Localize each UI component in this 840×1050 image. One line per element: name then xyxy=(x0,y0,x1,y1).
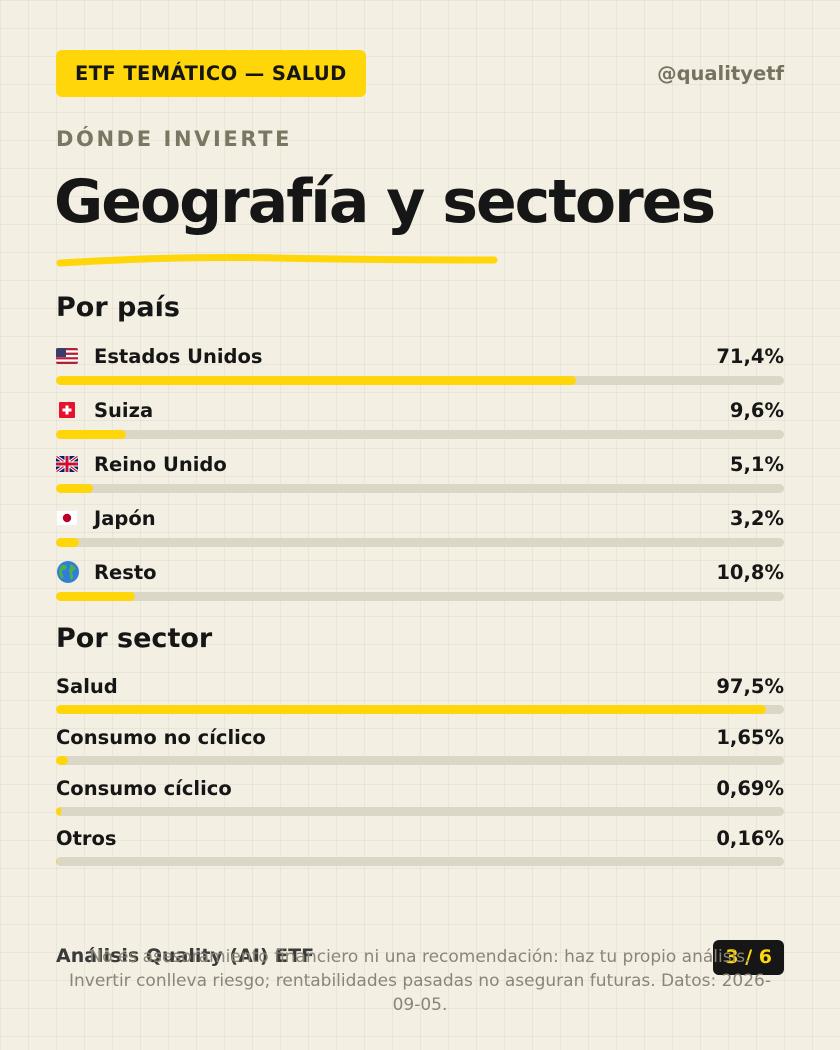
progress-track xyxy=(56,484,784,493)
progress-track xyxy=(56,592,784,601)
country-value: 9,6% xyxy=(729,399,784,422)
country-row: Suiza 9,6% xyxy=(56,399,784,439)
kicker: DÓNDE INVIERTE xyxy=(56,127,293,151)
country-value: 10,8% xyxy=(716,561,784,584)
progress-track xyxy=(56,807,784,816)
progress-fill xyxy=(56,592,135,601)
page-title: Geografía y sectores xyxy=(54,167,716,237)
sector-label: Consumo no cíclico xyxy=(56,726,266,749)
sector-row: Consumo no cíclico 1,65% xyxy=(56,726,784,766)
progress-fill xyxy=(56,807,62,816)
country-row: Estados Unidos 71,4% xyxy=(56,345,784,385)
globe-icon xyxy=(56,560,80,584)
sector-label: Otros xyxy=(56,827,117,850)
country-value: 5,1% xyxy=(729,453,784,476)
progress-track xyxy=(56,756,784,765)
us-flag-icon xyxy=(56,348,78,364)
progress-fill xyxy=(56,376,576,385)
progress-fill xyxy=(56,538,80,547)
sector-value: 0,69% xyxy=(716,777,784,800)
uk-flag-icon xyxy=(56,456,78,472)
ch-flag-icon xyxy=(56,402,78,418)
sector-value: 97,5% xyxy=(716,675,784,698)
category-tag: ETF TEMÁTICO — SALUD xyxy=(56,50,366,97)
progress-fill xyxy=(56,430,126,439)
jp-flag-icon xyxy=(56,510,78,526)
page-indicator: 3 / 6 xyxy=(713,940,784,975)
country-value: 3,2% xyxy=(729,507,784,530)
title-underline xyxy=(56,254,498,267)
sector-section-title: Por sector xyxy=(56,623,213,654)
country-label: Resto xyxy=(94,561,157,584)
country-section-title: Por país xyxy=(56,292,180,323)
account-handle: @qualityetf xyxy=(657,62,784,85)
progress-track xyxy=(56,857,784,866)
country-row: Japón 3,2% xyxy=(56,507,784,547)
disclaimer: No es asesoramiento financiero ni una re… xyxy=(69,947,771,1015)
progress-fill xyxy=(56,756,68,765)
country-row: Resto 10,8% xyxy=(56,561,784,601)
sector-value: 1,65% xyxy=(716,726,784,749)
progress-fill xyxy=(56,857,58,866)
sector-label: Salud xyxy=(56,675,118,698)
sector-label: Consumo cíclico xyxy=(56,777,232,800)
progress-track xyxy=(56,705,784,714)
country-label: Estados Unidos xyxy=(94,345,263,368)
progress-fill xyxy=(56,705,766,714)
country-value: 71,4% xyxy=(716,345,784,368)
progress-track xyxy=(56,430,784,439)
sector-row: Salud 97,5% xyxy=(56,675,784,715)
progress-fill xyxy=(56,484,94,493)
progress-track xyxy=(56,376,784,385)
country-row: Reino Unido 5,1% xyxy=(56,453,784,493)
progress-track xyxy=(56,538,784,547)
country-label: Japón xyxy=(94,507,156,530)
sector-value: 0,16% xyxy=(716,827,784,850)
country-label: Suiza xyxy=(94,399,154,422)
sector-row: Consumo cíclico 0,69% xyxy=(56,777,784,817)
sector-row: Otros 0,16% xyxy=(56,827,784,867)
country-label: Reino Unido xyxy=(94,453,227,476)
footer-brand: Análisis Quality (AI) ETF xyxy=(56,945,315,967)
